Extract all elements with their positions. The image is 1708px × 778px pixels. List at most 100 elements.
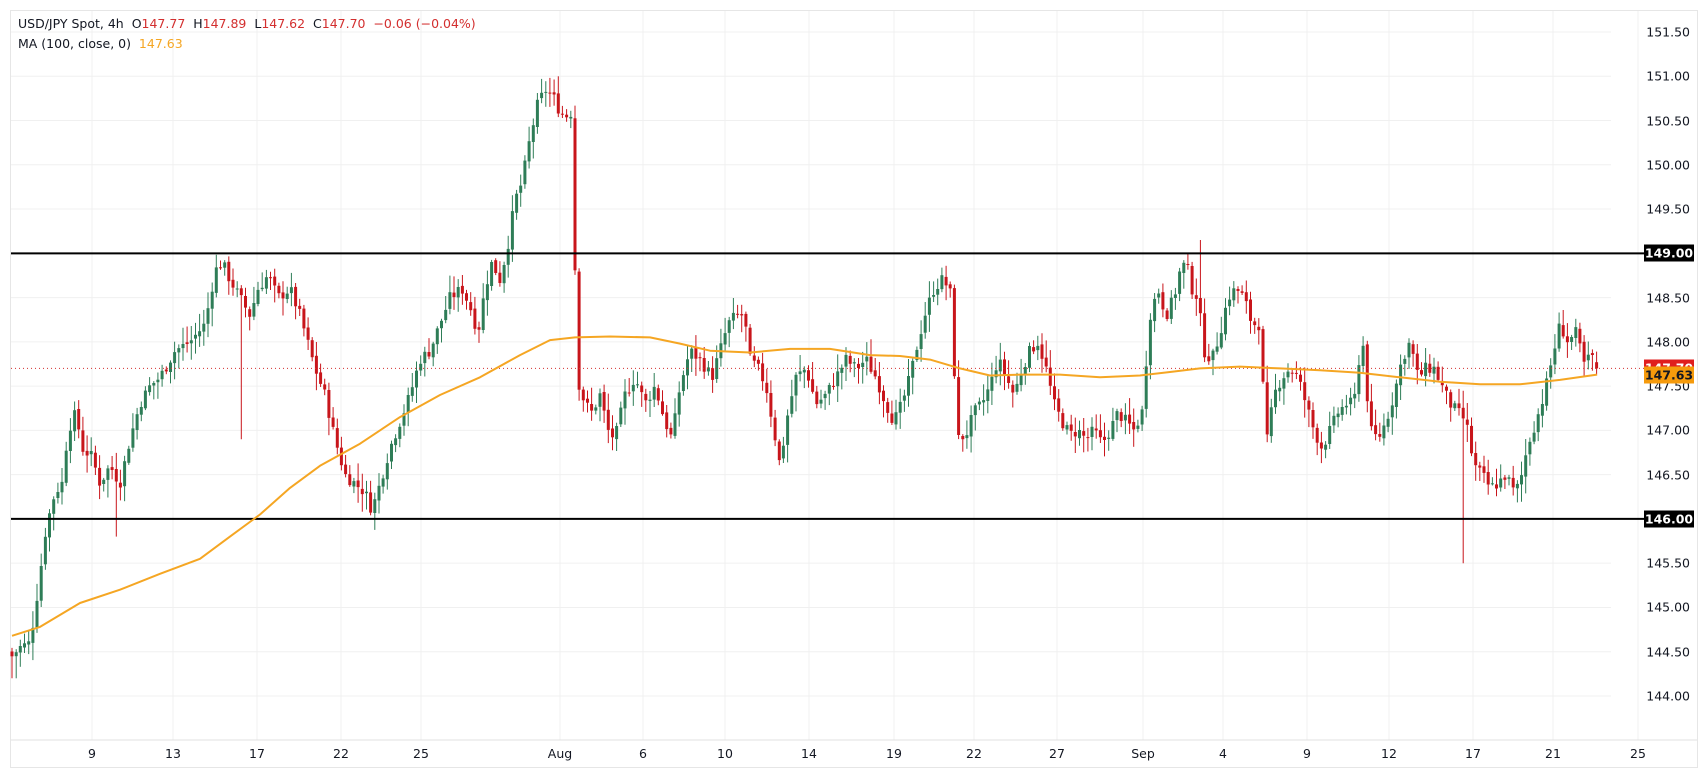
candle <box>77 400 81 439</box>
candle <box>598 388 602 422</box>
candle <box>181 327 185 361</box>
price-tick-label: 151.50 <box>1646 24 1690 40</box>
candle <box>477 321 481 343</box>
candle <box>894 399 898 430</box>
candle <box>385 453 389 490</box>
time-tick-label: 12 <box>1381 746 1397 761</box>
candle <box>1090 417 1094 451</box>
time-tick-label: 21 <box>1545 746 1561 761</box>
candle <box>1069 414 1073 441</box>
candle <box>1119 408 1123 428</box>
time-tick-label: 27 <box>1049 746 1065 761</box>
candle <box>1107 430 1111 451</box>
candle <box>102 477 106 492</box>
candle <box>848 350 852 373</box>
candle <box>815 385 819 409</box>
time-tick-label: 9 <box>88 746 96 761</box>
candle <box>594 404 598 415</box>
candle <box>752 346 756 368</box>
candle <box>1478 461 1482 481</box>
candle <box>1265 365 1269 443</box>
candle <box>1574 318 1578 347</box>
candle <box>1203 298 1207 363</box>
price-tick-label: 148.00 <box>1646 334 1690 350</box>
candle <box>152 381 156 400</box>
candle <box>1307 396 1311 428</box>
candle <box>1332 406 1336 433</box>
candle <box>719 328 723 367</box>
candle <box>786 409 790 463</box>
candle <box>898 388 902 429</box>
candle <box>919 320 923 362</box>
candle <box>807 365 810 388</box>
candle <box>227 256 231 295</box>
candle <box>1249 291 1252 334</box>
candle <box>548 77 552 107</box>
candle <box>640 381 644 407</box>
candle <box>877 362 881 405</box>
candle <box>1482 455 1486 483</box>
candle <box>410 373 414 402</box>
close-label: C <box>313 16 322 31</box>
candle <box>948 281 952 298</box>
candle <box>1382 413 1386 446</box>
candle <box>673 398 677 439</box>
candle <box>1136 419 1140 433</box>
candle <box>969 405 973 453</box>
price-badge: 149.00 <box>1644 244 1694 262</box>
candle <box>1490 477 1494 486</box>
candle <box>189 326 193 360</box>
candle <box>1123 403 1127 435</box>
candle <box>210 282 214 327</box>
price-tick-label: 145.00 <box>1646 599 1690 615</box>
candle <box>1011 380 1015 408</box>
candle <box>18 639 22 667</box>
candle <box>219 260 222 270</box>
candle <box>907 359 910 407</box>
candle <box>1157 288 1161 304</box>
symbol-label: USD/JPY Spot, 4h <box>18 16 124 31</box>
candle <box>1211 348 1215 376</box>
candle <box>64 441 68 487</box>
candle <box>531 118 535 159</box>
candle <box>1169 290 1173 324</box>
candle <box>1061 408 1065 431</box>
candle <box>323 378 327 396</box>
candle <box>1590 349 1594 371</box>
candle <box>1420 362 1423 377</box>
candle <box>231 268 235 296</box>
candle <box>819 389 823 409</box>
candle <box>1432 357 1436 384</box>
candle <box>1148 313 1152 380</box>
candle <box>923 302 927 339</box>
candle <box>10 647 14 679</box>
candle <box>994 355 998 384</box>
candle <box>1440 366 1444 393</box>
ma-legend: MA (100, close, 0) 147.63 <box>18 36 183 51</box>
candle <box>915 346 919 362</box>
candle <box>1294 361 1298 380</box>
candle <box>123 455 127 502</box>
candle <box>690 345 694 372</box>
candle <box>327 382 331 436</box>
candle <box>902 389 906 412</box>
candle <box>319 363 323 387</box>
candle <box>940 267 944 293</box>
candle <box>43 527 47 570</box>
candle <box>644 388 648 412</box>
candle <box>256 281 260 307</box>
candle <box>1436 361 1440 382</box>
candle <box>1407 338 1411 369</box>
candle <box>118 469 122 501</box>
candle <box>244 287 247 318</box>
candle <box>473 296 477 335</box>
candle <box>1386 411 1390 433</box>
time-tick-label: Sep <box>1131 746 1155 761</box>
candle <box>1044 340 1048 373</box>
candle <box>1324 441 1328 459</box>
candle <box>1344 394 1348 415</box>
candle <box>143 386 147 411</box>
candle <box>1261 325 1265 384</box>
candle <box>1357 355 1361 402</box>
